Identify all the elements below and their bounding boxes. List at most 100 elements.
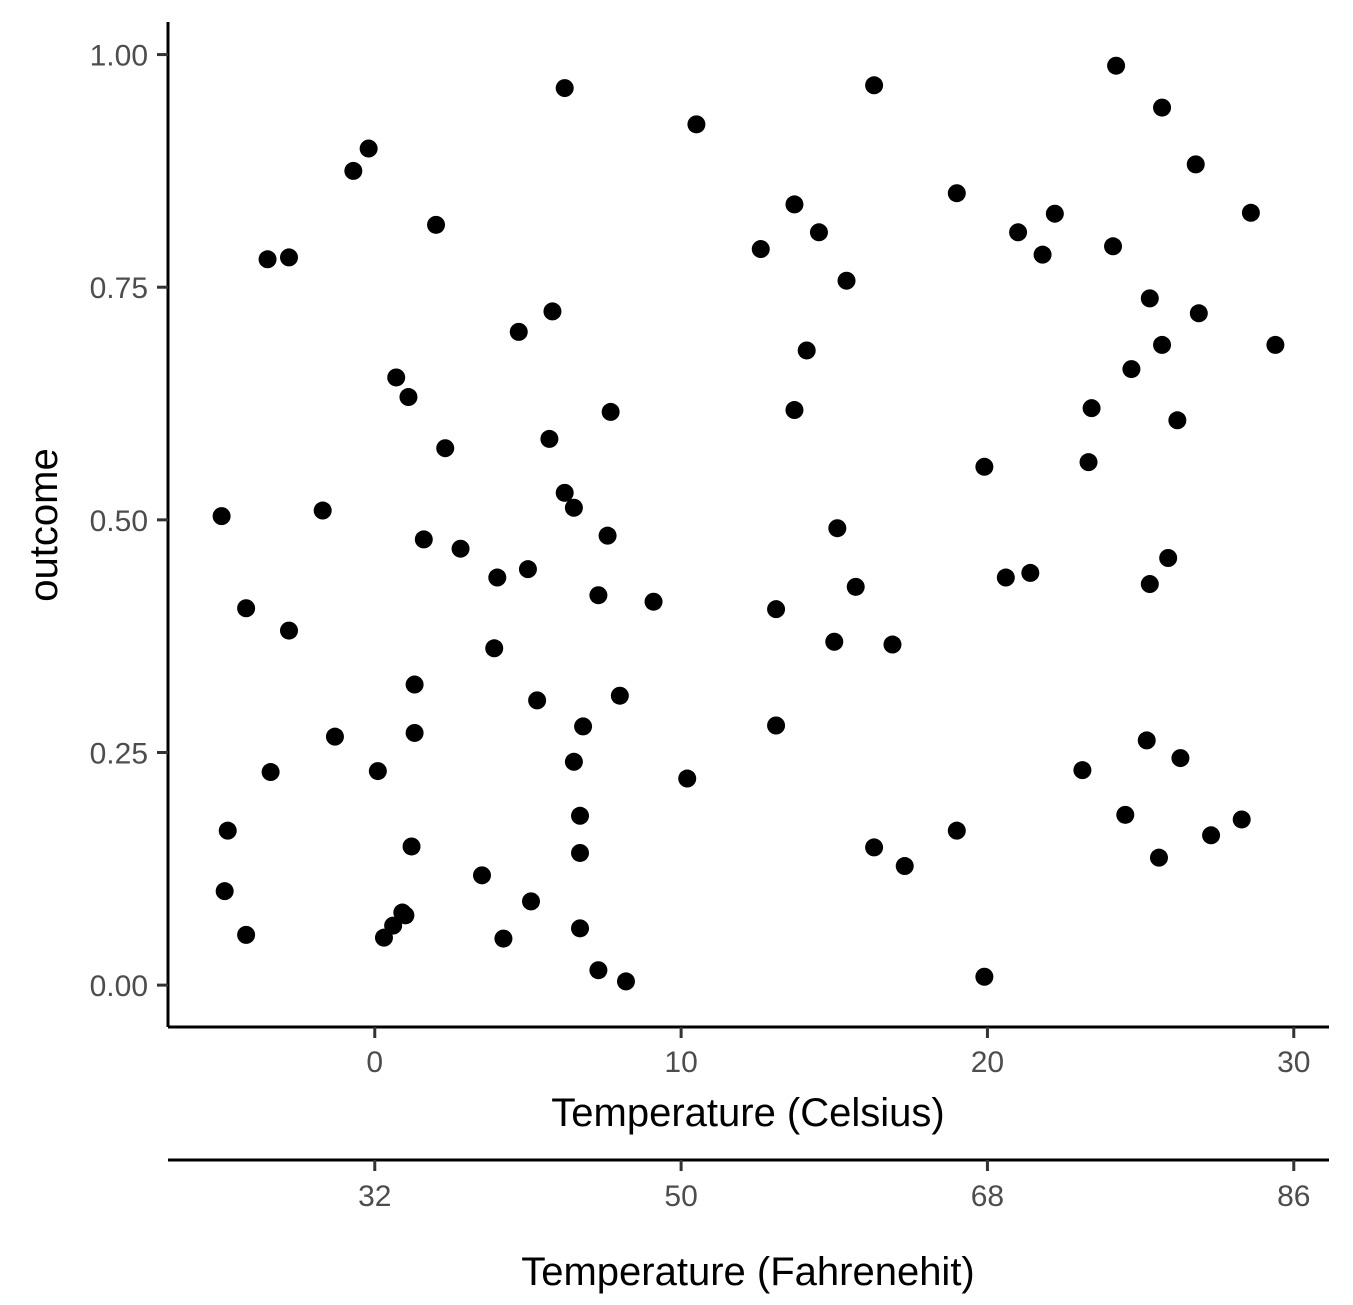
data-point-12 [427, 215, 446, 234]
data-point-2 [1107, 56, 1126, 75]
data-point-71 [564, 752, 583, 771]
data-point-19 [280, 248, 299, 267]
x-tick-label: 30 [1277, 1046, 1310, 1079]
data-point-74 [261, 763, 280, 782]
data-point-43 [828, 519, 847, 538]
data-point-52 [1140, 575, 1159, 594]
x2-tick-label: 86 [1277, 1180, 1310, 1213]
data-point-17 [1033, 245, 1052, 264]
data-point-93 [571, 919, 590, 938]
data-point-48 [518, 560, 537, 579]
data-point-61 [485, 639, 504, 658]
data-point-0 [555, 79, 574, 98]
data-point-69 [1137, 731, 1156, 750]
data-point-82 [402, 837, 421, 856]
data-point-72 [1073, 761, 1092, 780]
data-point-8 [947, 184, 966, 203]
y-tick-label: 0.75 [90, 272, 148, 305]
x-axis-title: Temperature (Celsius) [551, 1091, 944, 1135]
data-point-81 [1202, 826, 1221, 845]
data-point-63 [610, 686, 629, 705]
data-point-59 [825, 632, 844, 651]
data-point-73 [368, 762, 387, 781]
data-point-34 [1168, 411, 1187, 430]
data-point-95 [374, 928, 393, 947]
data-point-7 [1186, 155, 1205, 174]
y-tick-label: 0.25 [90, 737, 148, 770]
x-tick-label: 20 [971, 1046, 1004, 1079]
data-point-45 [414, 530, 433, 549]
data-point-68 [325, 727, 344, 746]
data-point-35 [540, 429, 559, 448]
data-point-39 [555, 483, 574, 502]
x2-tick-label: 50 [664, 1180, 697, 1213]
data-point-15 [1104, 237, 1123, 256]
data-point-65 [574, 717, 593, 736]
y-axis-title: outcome [22, 448, 66, 601]
data-point-78 [1232, 810, 1251, 829]
x-tick-label: 10 [664, 1046, 697, 1079]
data-point-66 [767, 716, 786, 735]
data-point-5 [359, 139, 378, 158]
data-point-53 [846, 577, 865, 596]
y-tick-label: 0.00 [90, 970, 148, 1003]
y-tick-label: 1.00 [90, 40, 148, 73]
data-point-38 [975, 457, 994, 476]
data-point-4 [687, 115, 706, 134]
data-point-75 [678, 769, 697, 788]
data-point-96 [494, 929, 513, 948]
data-point-62 [405, 675, 424, 694]
data-point-30 [399, 388, 418, 407]
data-point-91 [396, 906, 415, 925]
data-point-99 [975, 967, 994, 986]
data-point-41 [313, 501, 332, 520]
data-point-44 [598, 526, 617, 545]
data-point-56 [237, 599, 256, 618]
x2-ticks: 32 50 68 86 [358, 1160, 1310, 1213]
data-point-10 [1045, 204, 1064, 223]
data-point-98 [616, 972, 635, 991]
data-point-23 [1189, 304, 1208, 323]
data-point-60 [883, 635, 902, 654]
data-point-3 [1153, 98, 1172, 117]
data-point-29 [387, 368, 406, 387]
data-point-13 [809, 223, 828, 242]
data-point-32 [785, 401, 804, 420]
data-point-40 [564, 498, 583, 517]
data-point-67 [405, 723, 424, 742]
data-point-20 [837, 271, 856, 290]
data-point-14 [1009, 223, 1028, 242]
data-point-89 [522, 892, 541, 911]
data-point-37 [1079, 453, 1098, 472]
data-point-47 [1159, 549, 1178, 567]
data-point-42 [212, 507, 231, 526]
data-point-83 [865, 838, 884, 857]
data-point-18 [258, 250, 277, 269]
data-point-49 [1021, 563, 1040, 582]
x2-axis-title: Temperature (Fahrenehit) [521, 1250, 975, 1294]
y-ticks: 0.00 0.25 0.50 0.75 1.00 [90, 40, 168, 1003]
data-point-24 [509, 322, 528, 341]
data-point-9 [785, 195, 804, 214]
x2-tick-label: 68 [971, 1180, 1004, 1213]
data-point-86 [895, 857, 914, 876]
data-point-76 [1116, 805, 1135, 824]
data-point-16 [751, 240, 770, 259]
data-point-51 [488, 568, 507, 587]
points-layer [212, 56, 1285, 991]
data-point-6 [344, 161, 363, 180]
data-point-55 [644, 592, 663, 611]
x-tick-label: 0 [366, 1046, 383, 1079]
data-point-46 [451, 539, 470, 558]
data-point-79 [218, 821, 237, 840]
data-point-50 [996, 568, 1015, 587]
data-point-21 [1140, 289, 1159, 308]
data-point-94 [237, 925, 256, 944]
y-tick-label: 0.50 [90, 505, 148, 538]
data-point-64 [528, 691, 547, 710]
data-point-97 [589, 961, 608, 980]
data-point-26 [1153, 335, 1172, 354]
data-point-80 [947, 821, 966, 840]
data-point-33 [601, 402, 620, 421]
